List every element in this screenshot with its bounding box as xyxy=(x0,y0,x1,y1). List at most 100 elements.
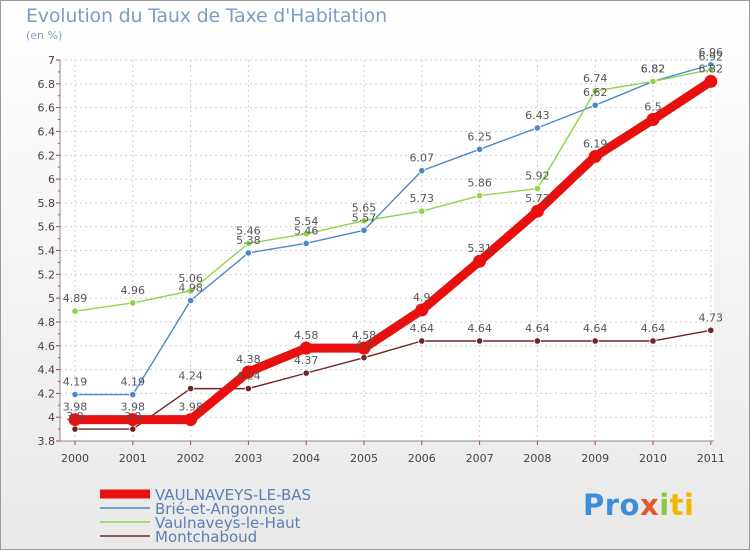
y-tick-label: 6.2 xyxy=(38,149,56,162)
data-label: 6.19 xyxy=(583,137,608,150)
y-tick-label: 5.4 xyxy=(38,245,56,258)
data-label: 6.82 xyxy=(641,62,666,75)
x-tick-label: 2000 xyxy=(61,452,89,465)
data-label: 4.58 xyxy=(352,329,377,342)
data-point xyxy=(533,124,542,132)
data-label: 4.64 xyxy=(641,322,666,335)
data-label: 4.37 xyxy=(294,354,319,367)
data-point xyxy=(418,207,426,215)
y-tick-label: 5.2 xyxy=(38,268,56,281)
data-point xyxy=(649,337,657,345)
y-tick-label: 5.6 xyxy=(38,221,56,234)
data-point xyxy=(707,326,715,334)
data-point xyxy=(360,226,368,234)
data-point xyxy=(588,149,602,163)
data-label: 3.9 xyxy=(124,410,142,423)
data-label: 6.92 xyxy=(699,51,724,64)
logo-part: Pro xyxy=(583,488,640,522)
logo-part: x xyxy=(639,488,660,522)
y-tick-label: 6.8 xyxy=(38,78,56,91)
data-point xyxy=(360,354,368,362)
data-point xyxy=(646,113,660,127)
data-label: 3.9 xyxy=(66,410,84,423)
data-label: 5.57 xyxy=(352,211,377,224)
data-point xyxy=(244,239,252,247)
legend-label: Vaulnaveys-le-Haut xyxy=(155,514,301,532)
data-point xyxy=(649,77,657,86)
chart-title: Evolution du Taux de Taxe d'Habitation xyxy=(26,5,387,27)
data-label: 4.24 xyxy=(236,370,261,383)
y-tick-label: 7 xyxy=(48,54,55,67)
data-label: 5.86 xyxy=(467,177,492,190)
data-point xyxy=(475,192,484,200)
data-label: 6.43 xyxy=(525,109,550,122)
data-point xyxy=(473,254,487,268)
data-point xyxy=(707,65,715,74)
x-tick-label: 2005 xyxy=(350,452,378,465)
data-point xyxy=(302,230,310,238)
data-label: 5.31 xyxy=(467,242,492,255)
data-label: 6.5 xyxy=(644,101,662,114)
data-label: 6.74 xyxy=(583,72,608,85)
data-label: 6.07 xyxy=(410,152,435,165)
y-tick-label: 4.8 xyxy=(38,316,56,329)
logo-part: ti xyxy=(669,488,695,522)
data-point xyxy=(71,390,79,399)
data-point xyxy=(244,385,252,393)
data-label: 4.64 xyxy=(410,322,435,335)
data-label: 3.98 xyxy=(121,401,146,414)
x-tick-label: 2002 xyxy=(177,452,205,465)
data-label: 4.38 xyxy=(236,353,261,366)
data-point xyxy=(704,74,718,88)
data-point xyxy=(184,413,198,427)
data-label: 5.38 xyxy=(236,234,261,247)
data-point xyxy=(129,299,137,307)
data-point xyxy=(129,425,137,433)
data-label: 6.25 xyxy=(467,130,492,143)
data-point xyxy=(71,307,79,315)
data-label: 4.96 xyxy=(121,284,146,297)
y-tick-label: 4 xyxy=(48,411,55,424)
y-tick-label: 6.6 xyxy=(38,102,56,115)
data-point xyxy=(357,341,371,355)
chart-subtitle: (en %) xyxy=(26,29,63,42)
x-tick-label: 2004 xyxy=(292,452,320,465)
data-point xyxy=(71,425,79,433)
data-label: 5.54 xyxy=(294,215,319,228)
x-tick-label: 2009 xyxy=(581,452,609,465)
data-point xyxy=(418,337,426,345)
logo-part: i xyxy=(659,488,670,522)
data-label: 5.73 xyxy=(410,192,435,205)
data-label: 3.98 xyxy=(63,401,88,414)
legend-label: Montchaboud xyxy=(155,528,257,546)
y-tick-label: 4.6 xyxy=(38,340,56,353)
data-label: 5.92 xyxy=(525,170,550,183)
y-tick-label: 6 xyxy=(48,173,55,186)
y-tick-label: 5.8 xyxy=(38,197,56,210)
data-point xyxy=(591,87,599,95)
data-point xyxy=(302,369,310,377)
data-label: 6.62 xyxy=(583,86,608,99)
x-tick-label: 2003 xyxy=(234,452,262,465)
data-point xyxy=(530,204,544,218)
data-label: 4.58 xyxy=(294,329,319,342)
x-tick-label: 2010 xyxy=(639,452,667,465)
y-tick-label: 4.4 xyxy=(38,364,56,377)
data-point xyxy=(418,167,426,175)
data-label: 4.98 xyxy=(178,282,203,295)
legend-label: Brié-et-Angonnes xyxy=(155,500,285,518)
data-label: 4.64 xyxy=(525,322,550,335)
data-label: 4.89 xyxy=(63,292,88,305)
y-tick-label: 4.2 xyxy=(38,387,56,400)
data-point xyxy=(129,390,137,399)
data-label: 6.82 xyxy=(641,62,666,75)
data-point xyxy=(475,145,484,153)
data-point xyxy=(302,239,310,247)
x-tick-label: 2001 xyxy=(119,452,147,465)
series-line xyxy=(74,64,712,396)
data-label: 6.96 xyxy=(699,46,724,59)
y-tick-label: 3.8 xyxy=(38,435,56,448)
x-tick-label: 2006 xyxy=(408,452,436,465)
data-point xyxy=(187,296,195,305)
